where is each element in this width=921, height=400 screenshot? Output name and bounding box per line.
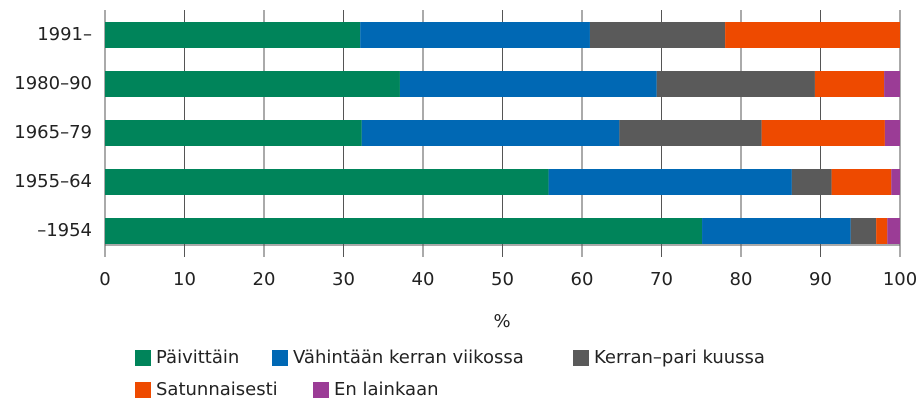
- bar-segment: [850, 218, 877, 244]
- bar-segment: [105, 71, 400, 97]
- bar-segment: [105, 169, 549, 195]
- legend-swatch: [573, 350, 589, 366]
- bar-segment: [831, 169, 892, 195]
- bar-segment: [876, 218, 888, 244]
- bar-segment: [702, 218, 851, 244]
- bar-segment: [884, 120, 900, 146]
- y-tick-label: 1955–64: [14, 171, 92, 192]
- bar-segment: [725, 22, 900, 48]
- bar-segment: [105, 218, 703, 244]
- x-tick-label: 60: [571, 269, 594, 290]
- bar-segment: [887, 218, 900, 244]
- bar-segment: [791, 169, 832, 195]
- legend-swatch: [272, 350, 288, 366]
- x-tick-label: 30: [332, 269, 355, 290]
- legend-label: Kerran–pari kuussa: [594, 347, 765, 368]
- legend-label: Vähintään kerran viikossa: [293, 347, 524, 368]
- legend-swatch: [135, 382, 151, 398]
- x-tick-label: 80: [730, 269, 753, 290]
- x-tick-label: 40: [412, 269, 435, 290]
- bar-segment: [891, 169, 900, 195]
- bar-segment: [619, 120, 762, 146]
- bar-segment: [884, 71, 900, 97]
- y-tick-label: –1954: [37, 220, 92, 241]
- bar-segment: [361, 120, 620, 146]
- bar-segment: [399, 71, 657, 97]
- bar-segment: [360, 22, 590, 48]
- legend-label: Päivittäin: [156, 347, 239, 368]
- x-tick-label: 20: [253, 269, 276, 290]
- bar-segment: [814, 71, 885, 97]
- x-tick-label: 10: [173, 269, 196, 290]
- x-tick-label: 50: [491, 269, 514, 290]
- bar-segment: [656, 71, 815, 97]
- bar-segment: [105, 120, 362, 146]
- bar-segment: [589, 22, 726, 48]
- legend-label: Satunnaisesti: [156, 379, 278, 400]
- x-tick-label: 70: [650, 269, 673, 290]
- bar-segment: [761, 120, 885, 146]
- x-tick-label: 0: [99, 269, 110, 290]
- x-tick-label: 100: [883, 269, 917, 290]
- legend-label: En lainkaan: [334, 379, 439, 400]
- legend-swatch: [313, 382, 329, 398]
- y-tick-label: 1965–79: [14, 122, 92, 143]
- bar-segment: [105, 22, 361, 48]
- x-tick-label: 90: [809, 269, 832, 290]
- bar-segment: [548, 169, 792, 195]
- legend-swatch: [135, 350, 151, 366]
- y-tick-label: 1991–: [37, 24, 92, 45]
- x-axis-label: %: [493, 311, 510, 332]
- y-tick-label: 1980–90: [14, 73, 92, 94]
